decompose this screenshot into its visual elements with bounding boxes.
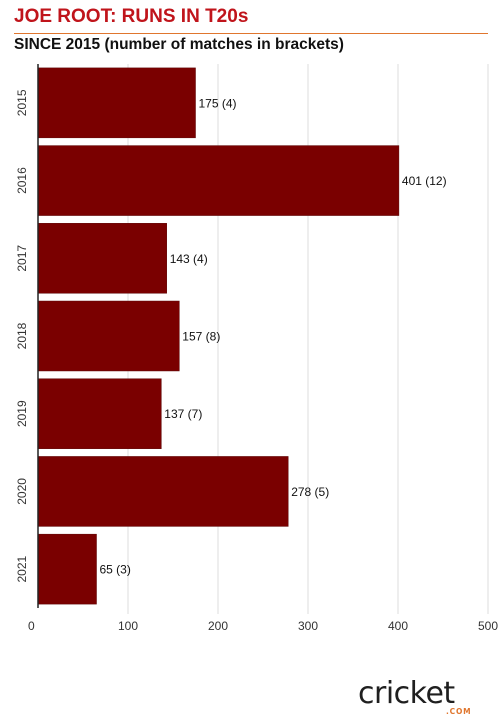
data-label: 65 (3) <box>100 563 131 577</box>
logo-wordmark: cricket <box>358 676 455 711</box>
chart-title: JOE ROOT: RUNS IN T20s <box>14 6 249 27</box>
y-tick-label: 2020 <box>15 478 29 505</box>
bar-2021 <box>37 533 97 605</box>
bar-2020 <box>37 456 289 527</box>
y-tick-label: 2015 <box>15 89 29 116</box>
bar-2019 <box>37 378 162 449</box>
y-tick-label: 2016 <box>15 167 29 194</box>
data-label: 401 (12) <box>402 174 447 188</box>
data-label: 137 (7) <box>164 407 202 421</box>
x-tick-label: 200 <box>208 619 228 633</box>
x-tick-label: 300 <box>298 619 318 633</box>
y-tick-label: 2019 <box>15 400 29 427</box>
y-tick-label: 2021 <box>15 555 29 582</box>
bar-2018 <box>37 300 180 372</box>
chart-subtitle: SINCE 2015 (number of matches in bracket… <box>14 36 344 53</box>
title-divider <box>14 33 488 34</box>
logo-domain: .COM <box>446 707 472 716</box>
x-axis-tick-labels: 0 100 200 300 400 500 <box>28 619 498 633</box>
data-label: 175 (4) <box>199 96 237 110</box>
x-tick-label: 400 <box>388 619 408 633</box>
y-axis-tick-labels: 2015 2016 2017 2018 2019 2020 2021 <box>15 89 29 582</box>
data-label: 278 (5) <box>291 485 329 499</box>
y-tick-label: 2017 <box>15 245 29 272</box>
bar-2016 <box>37 145 400 216</box>
bar-2017 <box>37 223 167 294</box>
bars <box>37 67 400 605</box>
x-tick-label: 500 <box>478 619 498 633</box>
bar-2015 <box>37 67 196 139</box>
y-tick-label: 2018 <box>15 322 29 349</box>
data-label: 157 (8) <box>182 330 220 344</box>
x-tick-label: 0 <box>28 619 35 633</box>
data-labels: 175 (4) 401 (12) 143 (4) 157 (8) 137 (7) 278 … <box>100 96 447 576</box>
data-label: 143 (4) <box>170 252 208 266</box>
cricket-com-logo: cricket .COM <box>358 676 478 716</box>
x-tick-label: 100 <box>118 619 138 633</box>
